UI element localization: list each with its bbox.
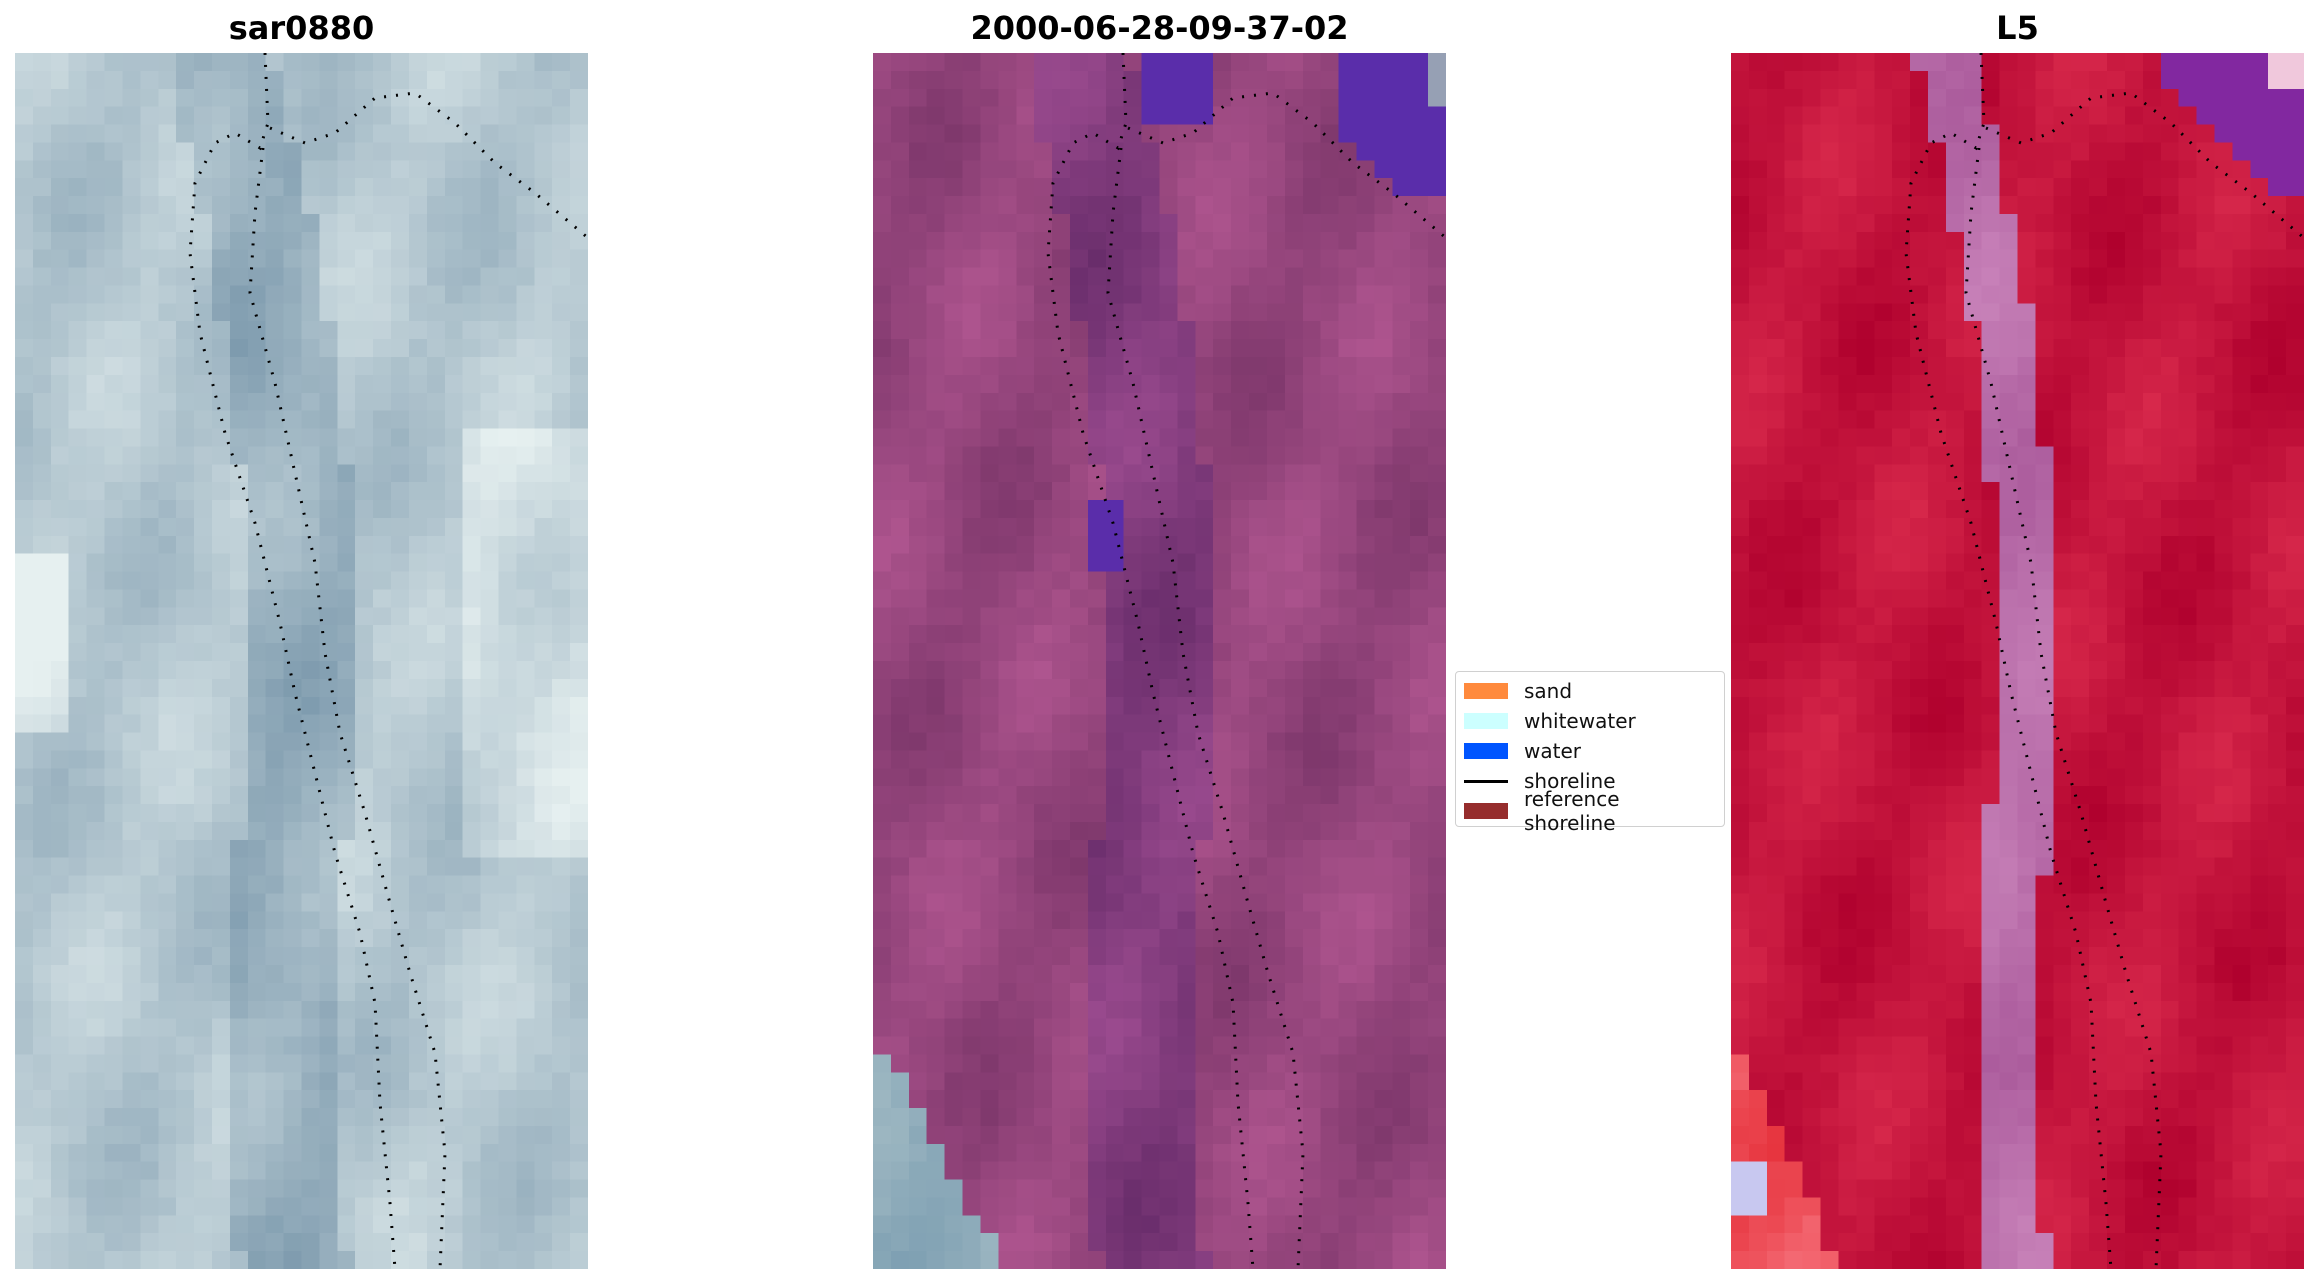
water-swatch xyxy=(1464,743,1508,759)
shoreline-overlay xyxy=(1904,53,2304,1269)
legend-label: whitewater xyxy=(1524,709,1636,733)
rgb-image xyxy=(15,53,588,1269)
legend-item-sand: sand xyxy=(1464,676,1716,706)
shoreline-dots-2 xyxy=(1985,91,2304,240)
legend-label: shoreline xyxy=(1524,769,1616,793)
legend-item-whitewater: whitewater xyxy=(1464,706,1716,736)
legend-item-reference-shoreline: reference shoreline xyxy=(1464,787,1716,835)
classified-image xyxy=(873,53,1446,1269)
legend-item-water: water xyxy=(1464,736,1716,766)
shoreline-dots-3 xyxy=(248,147,447,1269)
panel-title-rgb: sar0880 xyxy=(228,9,375,47)
panel-title-classified: 2000-06-28-09-37-02 xyxy=(970,9,1349,47)
legend-item-shoreline: shoreline xyxy=(1464,766,1716,796)
shoreline-dots-3 xyxy=(1106,147,1305,1269)
index-image-panel xyxy=(1731,53,2304,1269)
legend: sand whitewater water shoreline referenc… xyxy=(1455,671,1725,835)
shoreline-dots-2 xyxy=(269,91,588,240)
shoreline-dots-1 xyxy=(1904,53,2113,1269)
shoreline-line-swatch xyxy=(1464,779,1508,783)
shoreline-dots-3 xyxy=(1964,147,2163,1269)
panel-title-index: L5 xyxy=(1996,9,2039,47)
classified-image-panel xyxy=(873,53,1446,1269)
legend-label: water xyxy=(1524,739,1581,763)
shoreline-dots-1 xyxy=(188,53,397,1269)
rgb-image-panel xyxy=(15,53,588,1269)
legend-label: sand xyxy=(1524,679,1573,703)
shoreline-dots-1 xyxy=(1046,53,1255,1269)
index-image xyxy=(1731,53,2304,1269)
sand-swatch xyxy=(1464,683,1508,699)
shoreline-overlay xyxy=(1046,53,1446,1269)
shoreline-overlay xyxy=(188,53,588,1269)
whitewater-swatch xyxy=(1464,713,1508,729)
shoreline-dots-2 xyxy=(1127,91,1446,240)
reference-shoreline-swatch xyxy=(1464,803,1508,819)
legend-label: reference shoreline xyxy=(1524,787,1620,835)
